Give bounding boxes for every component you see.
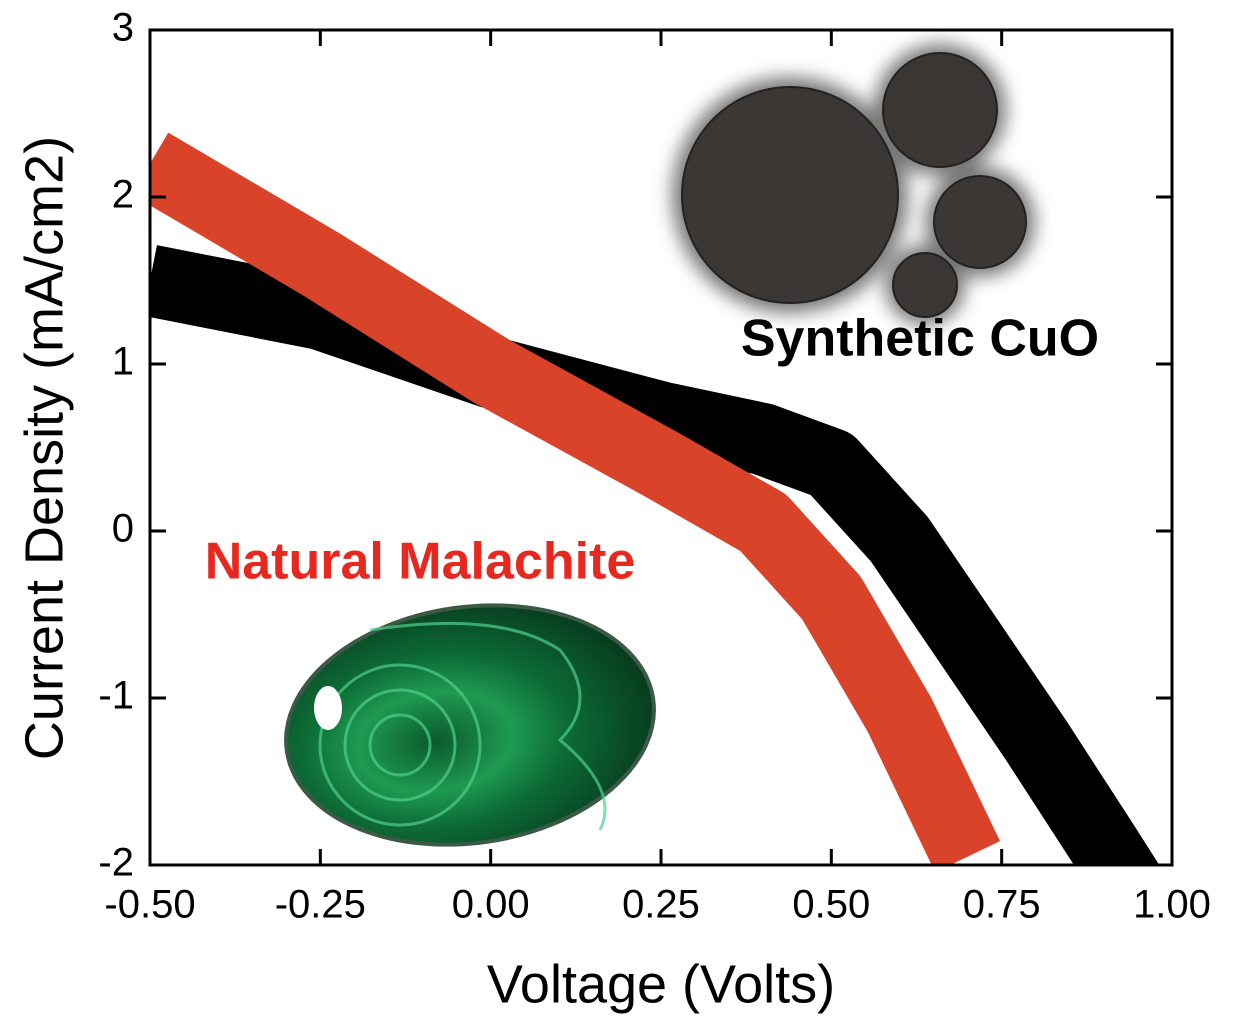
y-tick-label: -1: [98, 674, 134, 718]
y-tick-label: 0: [112, 507, 134, 551]
cuo-pellets: [672, 44, 1035, 325]
x-tick-label: -0.25: [275, 883, 366, 927]
y-axis-title: Current Density (mA/cm2): [14, 136, 74, 760]
y-tick-label: -2: [98, 841, 134, 885]
x-axis-title: Voltage (Volts): [487, 954, 835, 1014]
series-label: Natural Malachite: [205, 533, 636, 591]
y-tick-label: 2: [112, 173, 134, 217]
x-tick-label: -0.50: [104, 883, 195, 927]
y-tick-label: 3: [112, 6, 134, 50]
x-tick-label: 0.50: [792, 883, 870, 927]
chart: Synthetic CuO Natural Malachite Voltage …: [0, 0, 1249, 1021]
x-tick-label: 0.75: [963, 883, 1041, 927]
y-tick-label: 1: [112, 340, 134, 384]
series-label: Synthetic CuO: [741, 310, 1099, 368]
malachite-stone: [270, 582, 682, 867]
x-tick-label: 0.00: [452, 883, 530, 927]
x-tick-label: 0.25: [622, 883, 700, 927]
x-tick-label: 1.00: [1133, 883, 1211, 927]
